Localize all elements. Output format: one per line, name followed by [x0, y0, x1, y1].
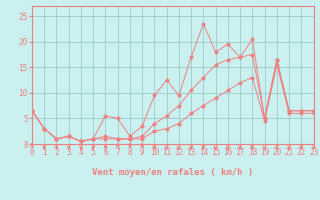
X-axis label: Vent moyen/en rafales ( km/h ): Vent moyen/en rafales ( km/h ) — [92, 168, 253, 177]
